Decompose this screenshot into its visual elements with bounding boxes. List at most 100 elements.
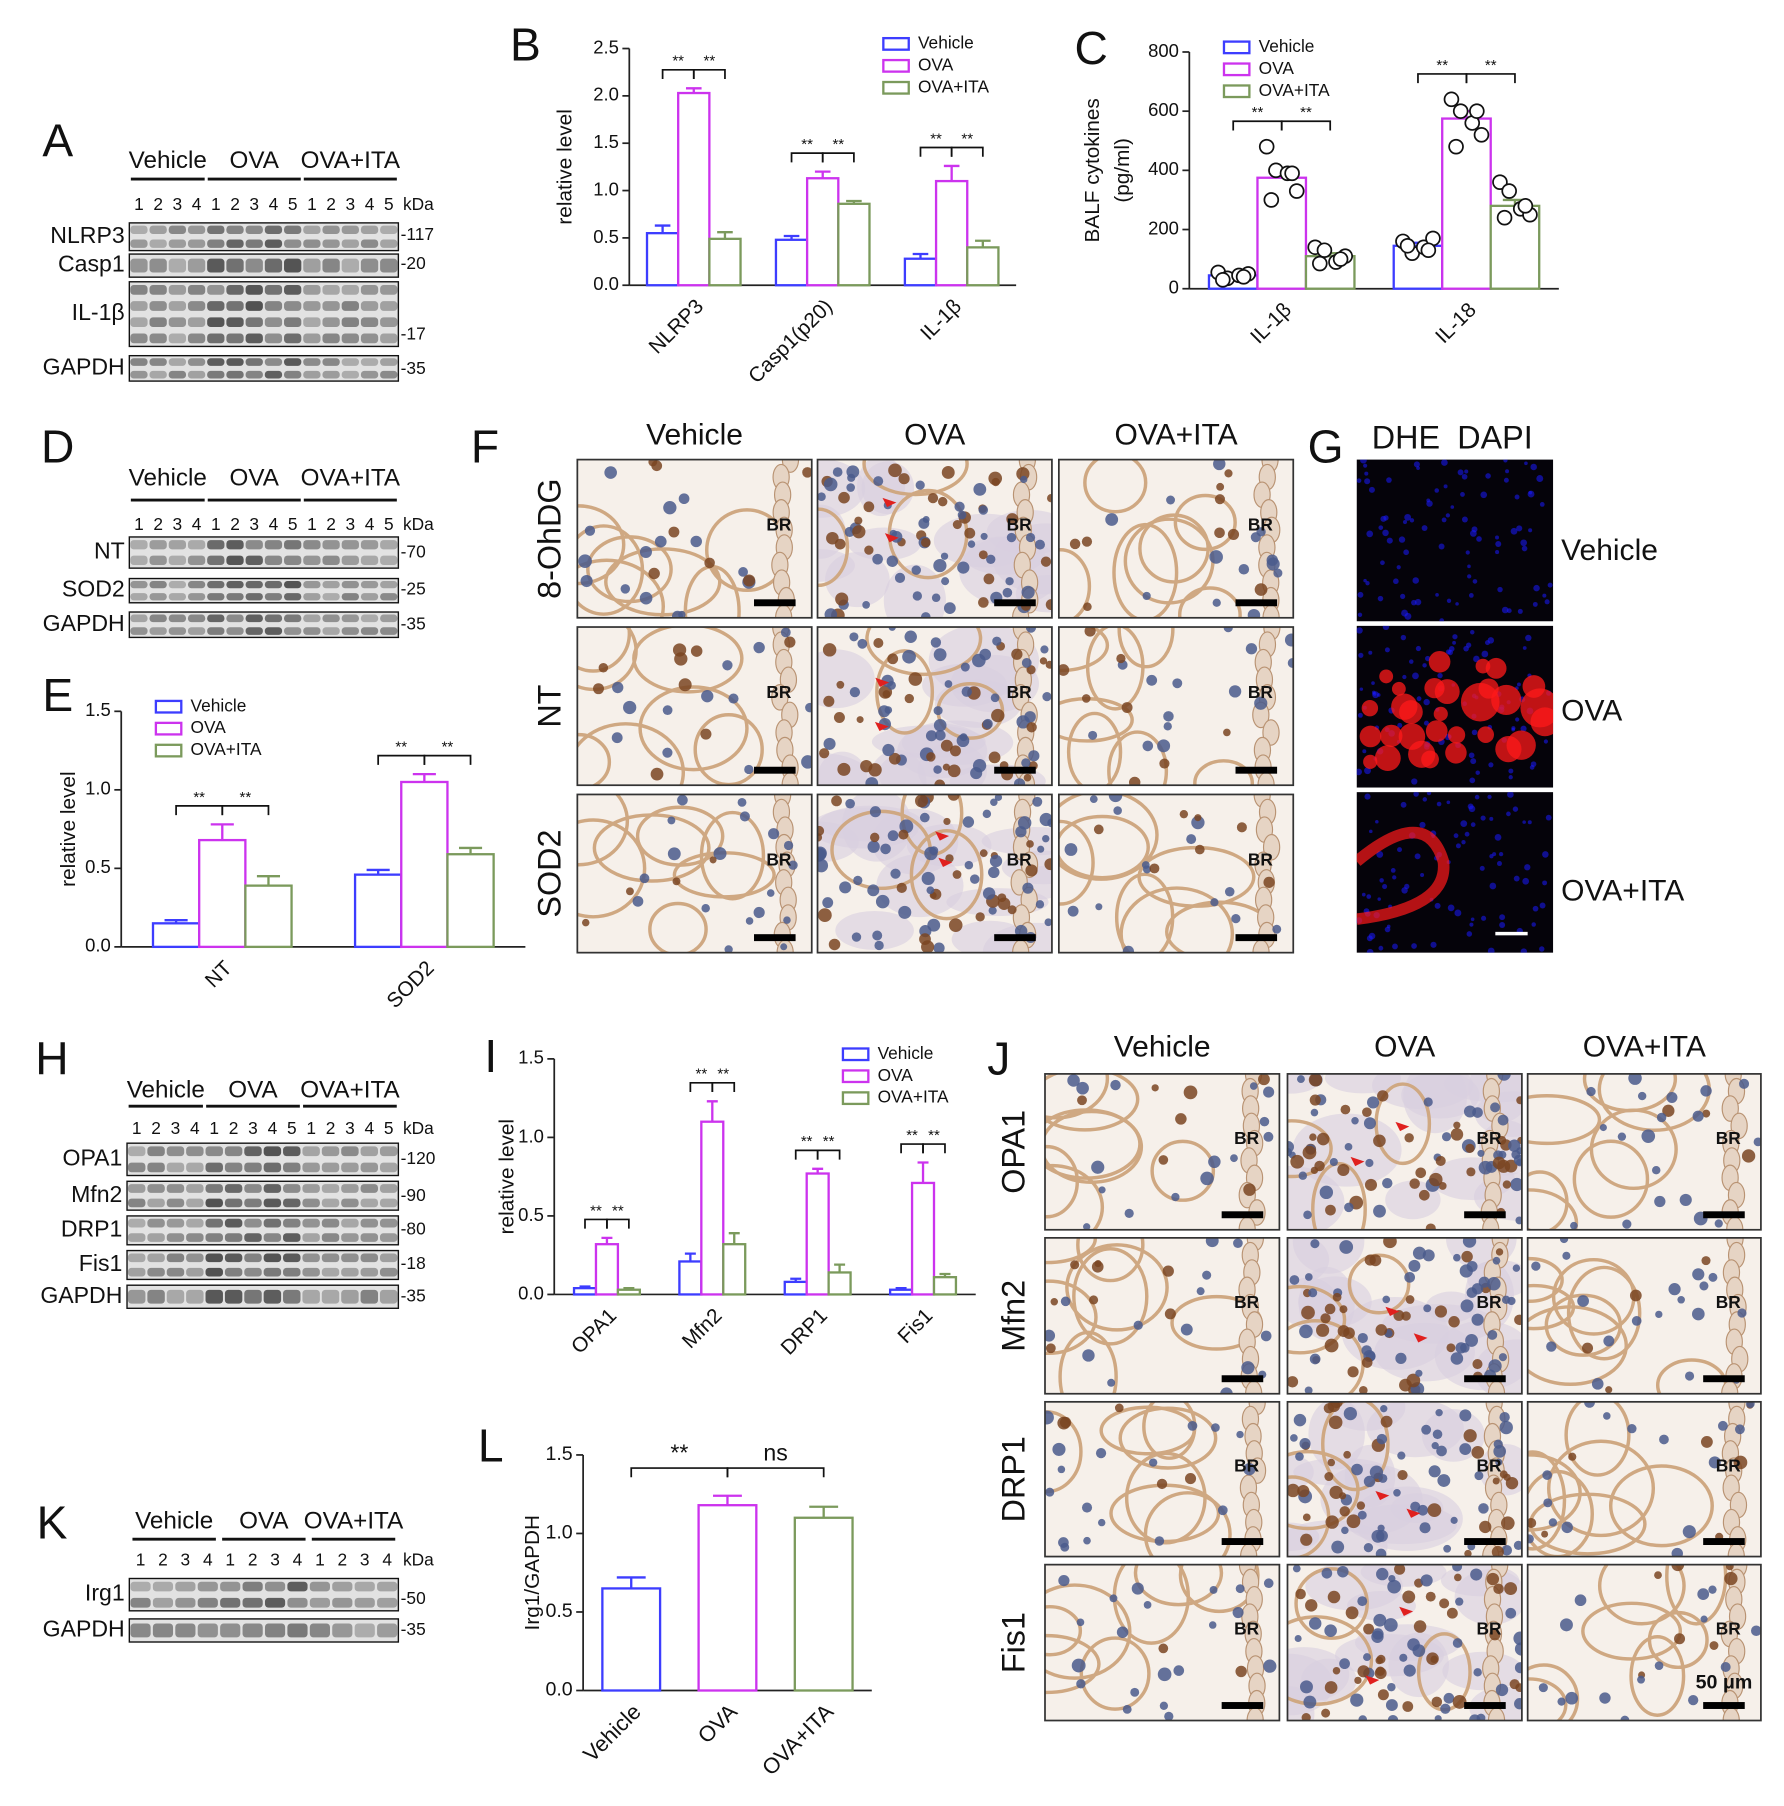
dapi-nucleus — [1545, 814, 1552, 821]
blot-band — [147, 1146, 165, 1157]
size-marker: -90 — [401, 1185, 426, 1205]
nucleus — [943, 817, 951, 826]
micrograph-frame — [1286, 1400, 1523, 1558]
panel-letter: G — [1308, 421, 1344, 473]
nucleus — [1622, 1219, 1632, 1229]
lane-number: 4 — [293, 1550, 303, 1570]
blot-band — [168, 333, 187, 344]
nucleus — [1406, 1373, 1421, 1388]
blot-frame — [126, 1142, 400, 1177]
alveolus — [1044, 1279, 1098, 1356]
nucleus — [1423, 1097, 1433, 1107]
dapi-nucleus — [1441, 459, 1448, 466]
blot-band — [309, 1581, 330, 1592]
significance-label: ** — [801, 136, 813, 153]
blot-band — [242, 1623, 263, 1638]
dhe-signal — [1477, 726, 1495, 743]
nucleus — [1700, 1436, 1713, 1448]
nucleus — [1439, 1598, 1450, 1609]
micrograph-frame — [1286, 1236, 1523, 1395]
blot-band — [322, 225, 340, 234]
alveolus — [1044, 1073, 1110, 1120]
blot-band — [341, 1267, 359, 1277]
nucleus — [1037, 845, 1045, 853]
micrograph-frame — [1526, 1073, 1762, 1231]
nucleus — [1426, 1652, 1439, 1665]
dapi-nucleus — [1368, 486, 1375, 493]
lane-number: 2 — [337, 1550, 347, 1570]
region-label: BR — [1716, 1619, 1742, 1639]
alveolus — [1564, 1401, 1631, 1477]
nucleus — [1205, 1237, 1219, 1248]
dapi-nucleus — [1404, 612, 1412, 620]
nucleus — [766, 889, 775, 897]
significance-bracket — [711, 1081, 736, 1093]
nucleus — [1505, 1607, 1517, 1619]
dapi-nucleus — [1539, 946, 1545, 952]
significance-bracket — [661, 68, 695, 80]
significance-bracket — [922, 1143, 946, 1154]
blot-band — [303, 285, 321, 295]
alveolus — [1076, 1237, 1145, 1283]
error-bar — [579, 1285, 591, 1289]
scale-bar — [1235, 934, 1278, 942]
nucleus — [1372, 1628, 1384, 1640]
nucleus — [1263, 1578, 1274, 1589]
dapi-nucleus — [1411, 943, 1417, 949]
row-label: OVA+ITA — [1561, 875, 1684, 908]
x-tick-label: SOD2 — [382, 957, 438, 1013]
error-bar — [895, 1287, 907, 1290]
region-label: BR — [766, 849, 792, 869]
nucleus — [1513, 1631, 1522, 1646]
nucleus — [1298, 1171, 1308, 1180]
nucleus — [1327, 1590, 1341, 1604]
nucleus — [745, 917, 754, 925]
blot-band — [360, 627, 379, 635]
lane-number: 2 — [153, 194, 163, 214]
x-tick-label: Fis1 — [893, 1304, 937, 1348]
nucleus — [722, 660, 733, 671]
nucleus — [1385, 1699, 1398, 1712]
nucleus — [1387, 1682, 1396, 1692]
panel-letter: C — [1075, 22, 1108, 74]
significance-label: ** — [801, 1133, 813, 1150]
nucleus — [862, 601, 870, 609]
lane-number: 1 — [211, 514, 221, 534]
nucleus — [931, 593, 941, 603]
y-tick-label: 0.5 — [593, 226, 619, 247]
bar — [678, 1260, 703, 1296]
nucleus — [1208, 1621, 1217, 1629]
dapi-nucleus — [1400, 634, 1407, 641]
nucleus — [1357, 1332, 1368, 1344]
nucleus — [1300, 1533, 1313, 1546]
blot-band — [244, 1162, 262, 1173]
dapi-nucleus — [1363, 463, 1368, 468]
nucleus — [926, 752, 936, 762]
blot-band — [187, 239, 206, 248]
nucleus — [992, 636, 1002, 646]
blot-band — [130, 333, 148, 344]
blot-band — [130, 358, 148, 366]
dhe-signal — [1374, 745, 1401, 772]
blot-band — [187, 555, 206, 566]
nucleus — [908, 672, 923, 686]
nucleus — [1674, 1633, 1686, 1645]
dapi-nucleus — [1514, 494, 1520, 500]
y-tick-label: 0.0 — [593, 273, 619, 294]
nucleus — [604, 466, 617, 479]
nucleus — [944, 680, 953, 688]
image-content — [1044, 1073, 1275, 1230]
nucleus — [1324, 1338, 1339, 1353]
nucleus — [1586, 1086, 1596, 1097]
y-tick-label: 1.0 — [518, 1125, 544, 1146]
nucleus — [1452, 1638, 1463, 1648]
nucleus — [1266, 554, 1278, 566]
nucleus — [1076, 1618, 1085, 1627]
nucleus — [941, 466, 955, 479]
significance-label: ** — [832, 136, 844, 153]
nucleus — [1466, 1167, 1476, 1177]
region-label: BR — [1234, 1619, 1260, 1639]
nucleus — [1459, 1409, 1472, 1422]
blot-band — [130, 1623, 151, 1638]
nucleus — [962, 816, 975, 828]
